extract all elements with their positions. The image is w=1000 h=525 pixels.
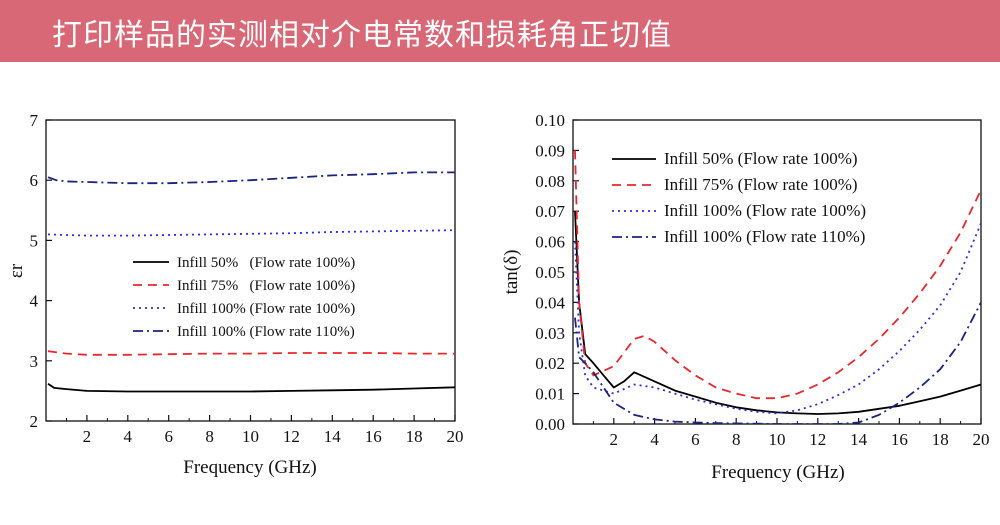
y-axis-label: tan(δ) — [501, 250, 522, 295]
series-line-2 — [574, 150, 981, 400]
legend-label: Infill 100% (Flow rate 110%) — [177, 324, 355, 340]
x-tick-label: 8 — [205, 427, 214, 446]
x-tick-label: 16 — [891, 430, 908, 449]
chart-2: 2 4 6 8 10 12 14 16 18 20 0.00 0.01 0.02 0.03 0.04 0.05… — [501, 111, 990, 483]
x-tick-label: 14 — [324, 427, 342, 446]
legend-label: Infill 50% (Flow rate 100%) — [177, 255, 355, 271]
series-line-1 — [47, 382, 455, 393]
y-tick-label: 0.02 — [535, 354, 565, 373]
x-tick-label: 20 — [447, 427, 464, 446]
legend-label: Infill 50% (Flow rate 100%) — [664, 149, 858, 168]
legend-label: Infill 75% (Flow rate 100%) — [177, 278, 355, 294]
x-tick-label: 16 — [365, 427, 382, 446]
y-tick-label: 6 — [30, 171, 39, 190]
x-tick-label: 4 — [650, 430, 659, 449]
y-tick-label: 0.03 — [535, 324, 565, 343]
y-tick-label: 0.01 — [535, 385, 565, 404]
series-line-4 — [574, 301, 981, 424]
legend-label: Infill 100% (Flow rate 110%) — [664, 227, 865, 246]
title-banner: 打印样品的实测相对介电常数和损耗角正切值 — [0, 0, 1000, 62]
y-tick-label: 0.10 — [535, 111, 565, 130]
x-tick-label: 2 — [83, 427, 92, 446]
x-tick-label: 18 — [406, 427, 423, 446]
x-axis-label: Frequency (GHz) — [183, 457, 316, 478]
x-tick-label: 6 — [691, 430, 700, 449]
y-tick-label: 0.09 — [535, 141, 565, 160]
y-axis-label: εr — [6, 263, 27, 278]
y-tick-label: 0.06 — [535, 233, 565, 252]
series-group — [574, 150, 981, 424]
series-group — [47, 171, 455, 393]
y-tick-label: 7 — [30, 111, 39, 130]
legend-label: Infill 100% (Flow rate 100%) — [177, 301, 355, 317]
series-line-3 — [574, 223, 981, 415]
legend-label: Infill 100% (Flow rate 100%) — [664, 201, 866, 220]
y-tick-label: 2 — [30, 412, 39, 431]
x-tick-label: 20 — [973, 430, 990, 449]
x-tick-label: 6 — [164, 427, 173, 446]
y-tick-label: 4 — [30, 292, 39, 311]
series-line-4 — [47, 171, 455, 185]
legend-label: Infill 75% (Flow rate 100%) — [664, 175, 858, 194]
chart-1: 2 4 6 8 10 12 14 16 18 20 2 3 4 5 6 7 Frequency (GHz) εr I… — [6, 111, 464, 478]
series-line-3 — [47, 229, 455, 237]
y-tick-label: 0.05 — [535, 263, 565, 282]
x-tick-label: 4 — [124, 427, 133, 446]
x-tick-label: 12 — [809, 430, 826, 449]
x-tick-label: 18 — [932, 430, 949, 449]
banner-title: 打印样品的实测相对介电常数和损耗角正切值 — [52, 18, 672, 53]
y-tick-label: 0.00 — [535, 415, 565, 434]
y-tick-label: 0.07 — [535, 202, 565, 221]
series-line-1 — [574, 211, 981, 415]
x-tick-label: 12 — [283, 427, 300, 446]
x-tick-label: 8 — [732, 430, 741, 449]
x-axis-label: Frequency (GHz) — [711, 462, 844, 483]
x-tick-label: 2 — [610, 430, 619, 449]
y-tick-label: 3 — [30, 352, 39, 371]
x-tick-label: 10 — [769, 430, 786, 449]
y-tick-label: 0.04 — [535, 293, 565, 312]
legend: Infill 50% (Flow rate 100%) Infill 75% (F… — [612, 149, 866, 246]
x-tick-label: 10 — [242, 427, 259, 446]
legend: Infill 50% (Flow rate 100%) Infill 75% (F… — [133, 255, 355, 340]
y-tick-label: 0.08 — [535, 172, 565, 191]
y-tick-label: 5 — [30, 231, 39, 250]
series-line-2 — [47, 350, 455, 356]
x-tick-label: 14 — [850, 430, 868, 449]
